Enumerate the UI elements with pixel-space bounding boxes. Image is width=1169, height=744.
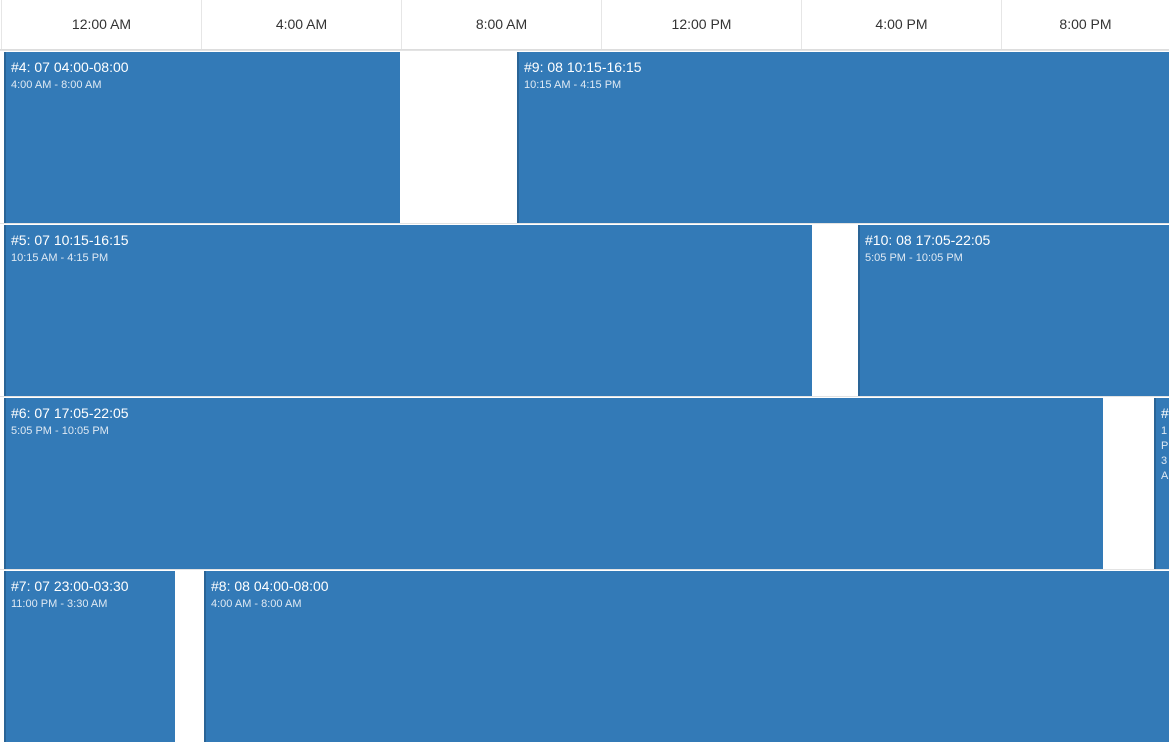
- event-title: #6: 07 17:05-22:05: [11, 405, 129, 421]
- event-block[interactable]: # 1 P 3 A: [1154, 398, 1169, 569]
- event-time: 10:15 AM - 4:15 PM: [524, 79, 622, 91]
- event-lane: #7: 07 23:00-03:30 11:00 PM - 3:30 AM #8…: [0, 569, 1169, 742]
- event-title: #7: 07 23:00-03:30: [11, 578, 129, 594]
- event-lane: #4: 07 04:00-08:00 4:00 AM - 8:00 AM #9:…: [0, 50, 1169, 223]
- event-time: 4:00 AM - 8:00 AM: [211, 598, 302, 610]
- event-block[interactable]: #5: 07 10:15-16:15 10:15 AM - 4:15 PM: [4, 225, 812, 396]
- event-block[interactable]: #8: 08 04:00-08:00 4:00 AM - 8:00 AM: [204, 571, 1169, 742]
- hour-label: 4:00 PM: [801, 0, 1001, 49]
- hour-label: 12:00 AM: [1, 0, 201, 49]
- event-title: #9: 08 10:15-16:15: [524, 59, 642, 75]
- event-title: #5: 07 10:15-16:15: [11, 232, 129, 248]
- hour-label: 4:00 AM: [201, 0, 401, 49]
- event-block[interactable]: #7: 07 23:00-03:30 11:00 PM - 3:30 AM: [4, 571, 175, 742]
- event-lane: #5: 07 10:15-16:15 10:15 AM - 4:15 PM #1…: [0, 223, 1169, 396]
- event-time: 10:15 AM - 4:15 PM: [11, 252, 109, 264]
- timeline-header: 12:00 AM 4:00 AM 8:00 AM 12:00 PM 4:00 P…: [0, 0, 1169, 50]
- event-time: 1 P 3 A: [1161, 425, 1169, 482]
- event-time: 5:05 PM - 10:05 PM: [865, 252, 963, 264]
- event-lane: #6: 07 17:05-22:05 5:05 PM - 10:05 PM # …: [0, 396, 1169, 569]
- event-title: #8: 08 04:00-08:00: [211, 578, 329, 594]
- hour-label: 8:00 PM: [1001, 0, 1169, 49]
- event-time: 11:00 PM - 3:30 AM: [11, 598, 108, 610]
- event-title: #: [1161, 405, 1169, 421]
- hour-label: 8:00 AM: [401, 0, 601, 49]
- event-block[interactable]: #9: 08 10:15-16:15 10:15 AM - 4:15 PM: [517, 52, 1169, 223]
- event-block[interactable]: #6: 07 17:05-22:05 5:05 PM - 10:05 PM: [4, 398, 1103, 569]
- hour-label: 12:00 PM: [601, 0, 801, 49]
- event-block[interactable]: #4: 07 04:00-08:00 4:00 AM - 8:00 AM: [4, 52, 400, 223]
- event-title: #4: 07 04:00-08:00: [11, 59, 129, 75]
- event-time: 5:05 PM - 10:05 PM: [11, 425, 109, 437]
- event-block[interactable]: #10: 08 17:05-22:05 5:05 PM - 10:05 PM: [858, 225, 1169, 396]
- event-title: #10: 08 17:05-22:05: [865, 232, 991, 248]
- event-time: 4:00 AM - 8:00 AM: [11, 79, 102, 91]
